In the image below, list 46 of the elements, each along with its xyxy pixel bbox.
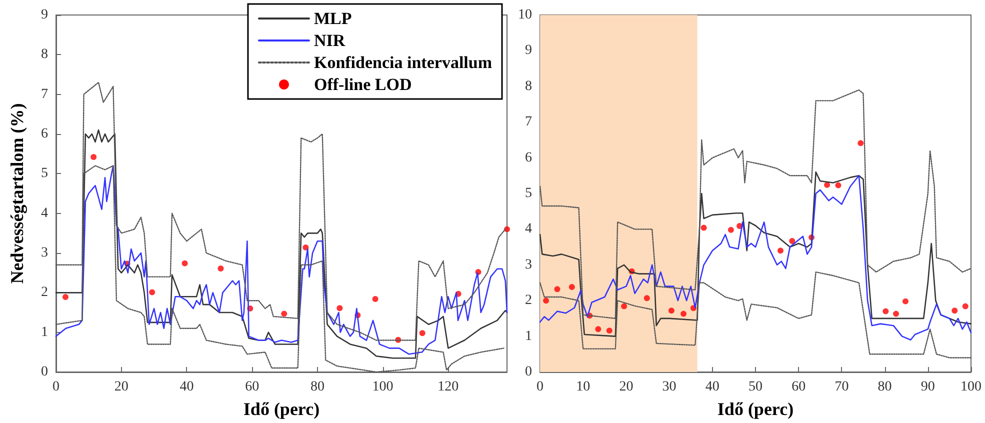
x-tick-label: 60 [792,380,806,394]
y-tick-label: 6 [41,126,48,142]
x-tick-label: 30 [662,380,676,394]
x-tick-label: 80 [878,380,892,394]
x-tick-label: 100 [372,380,394,394]
legend-label: Konfidencia intervallum [314,53,492,72]
y-tick-label: 7 [525,114,532,130]
y-tick-label: 10 [518,8,532,22]
x-tick-label: 80 [310,380,324,394]
y-tick-label: 3 [41,246,48,260]
x-tick-label: 20 [114,380,128,394]
y-tick-label: 3 [525,257,532,272]
y-tick-label: 1 [41,324,48,340]
y-tick-label: 5 [41,166,48,182]
y-tick-label: 8 [525,78,532,94]
y-tick-label: 2 [525,293,532,308]
x-tick-label: 60 [245,380,260,394]
y-tick-label: 6 [525,150,532,166]
y-tick-label: 2 [41,285,48,300]
legend-label: Off-line LOD [314,75,412,94]
x-axis-title: Idő (perc) [717,399,794,419]
y-tick-label: 4 [41,206,48,221]
x-axis-title: Idő (perc) [243,399,320,419]
x-tick-label: 40 [705,380,720,394]
x-tick-label: 0 [536,380,544,394]
y-tick-label: 8 [41,47,48,62]
x-tick-label: 70 [834,380,849,394]
x-tick-label: 120 [438,380,459,394]
y-tick-label: 9 [41,8,48,22]
y-tick-label: 7 [41,86,48,102]
y-tick-label: 0 [525,364,532,380]
y-tick-label: 0 [41,364,48,380]
x-tick-label: 20 [619,380,634,394]
y-tick-label: 9 [525,43,532,58]
x-tick-label: 90 [920,380,935,394]
x-tick-label: 50 [748,380,762,394]
x-tick-label: 0 [52,380,60,394]
x-tick-label: 40 [180,380,194,394]
y-tick-label: 1 [525,328,532,344]
y-tick-label: 5 [525,186,532,201]
legend-label: NIR [314,31,346,50]
x-tick-label: 100 [960,380,982,394]
y-tick-label: 4 [525,222,532,237]
legend-label: MLP [314,9,352,28]
y-axis-title: Nedvességtartalom (%) [7,103,27,284]
x-tick-label: 10 [576,380,590,394]
